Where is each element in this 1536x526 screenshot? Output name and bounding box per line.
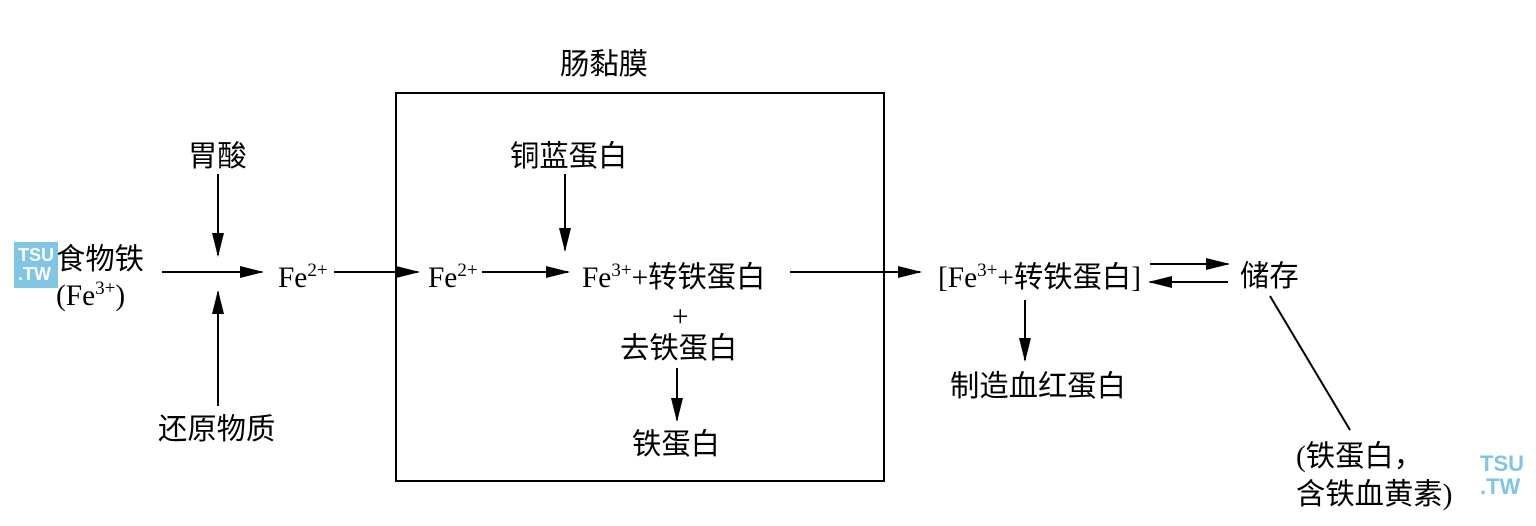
mucosa-box — [395, 92, 885, 482]
node-mucosa_title: 肠黏膜 — [560, 48, 648, 83]
node-make_hb: 制造血红蛋白 — [950, 370, 1126, 405]
node-storage: 储存 — [1240, 260, 1299, 295]
node-food_iron: 食物铁(Fe3+) — [56, 243, 144, 314]
watermark-1: TSU.TW — [1480, 452, 1524, 498]
node-reducers: 还原物质 — [158, 413, 275, 448]
arrow-11 — [1270, 296, 1350, 430]
node-storage_note2: 含铁血黄素) — [1296, 478, 1452, 513]
node-storage_note1: (铁蛋白， — [1296, 440, 1423, 475]
node-fe3_tf_brkt: [Fe3++转铁蛋白] — [938, 260, 1141, 296]
node-fe2_out: Fe2+ — [278, 260, 328, 296]
node-stomach_acid: 胃酸 — [188, 140, 247, 175]
watermark-0: TSU.TW — [14, 242, 58, 288]
